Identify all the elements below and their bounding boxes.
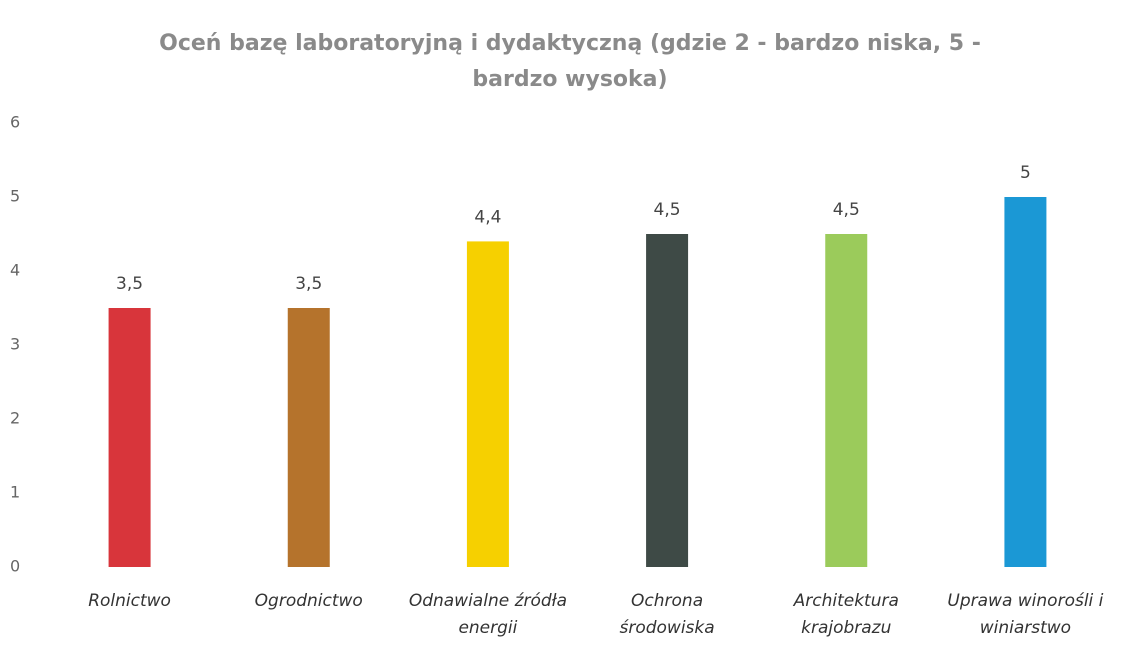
y-tick-label: 6	[10, 113, 20, 132]
y-tick-label: 3	[10, 335, 20, 354]
value-label: 4,5	[833, 200, 860, 220]
bar	[1004, 197, 1047, 567]
x-tick-label: Odnawialne źródła energii	[408, 591, 567, 638]
value-label: 5	[1020, 163, 1031, 183]
y-tick-label: 2	[10, 409, 20, 428]
value-label: 3,5	[295, 274, 322, 294]
value-label: 4,4	[474, 207, 501, 227]
x-tick-label: Uprawa winorośli i winiarstwo	[947, 591, 1104, 638]
bar	[466, 241, 509, 567]
bar	[646, 234, 689, 567]
bar	[825, 234, 868, 567]
x-tick-label: Ochrona środowiska	[619, 591, 715, 638]
y-tick-label: 4	[10, 261, 20, 280]
x-tick-label: Ogrodnictwo	[254, 591, 363, 611]
x-tick-label: Rolnictwo	[88, 591, 171, 611]
chart-title: Oceń bazę laboratoryjną i dydaktyczną (g…	[159, 31, 981, 92]
value-label: 3,5	[116, 274, 143, 294]
y-tick-label: 0	[10, 557, 20, 576]
x-tick-label: Architektura krajobrazu	[793, 591, 899, 638]
y-tick-label: 1	[10, 483, 20, 502]
bar	[108, 308, 151, 567]
bar	[287, 308, 330, 567]
value-label: 4,5	[654, 200, 681, 220]
y-tick-label: 5	[10, 187, 20, 206]
